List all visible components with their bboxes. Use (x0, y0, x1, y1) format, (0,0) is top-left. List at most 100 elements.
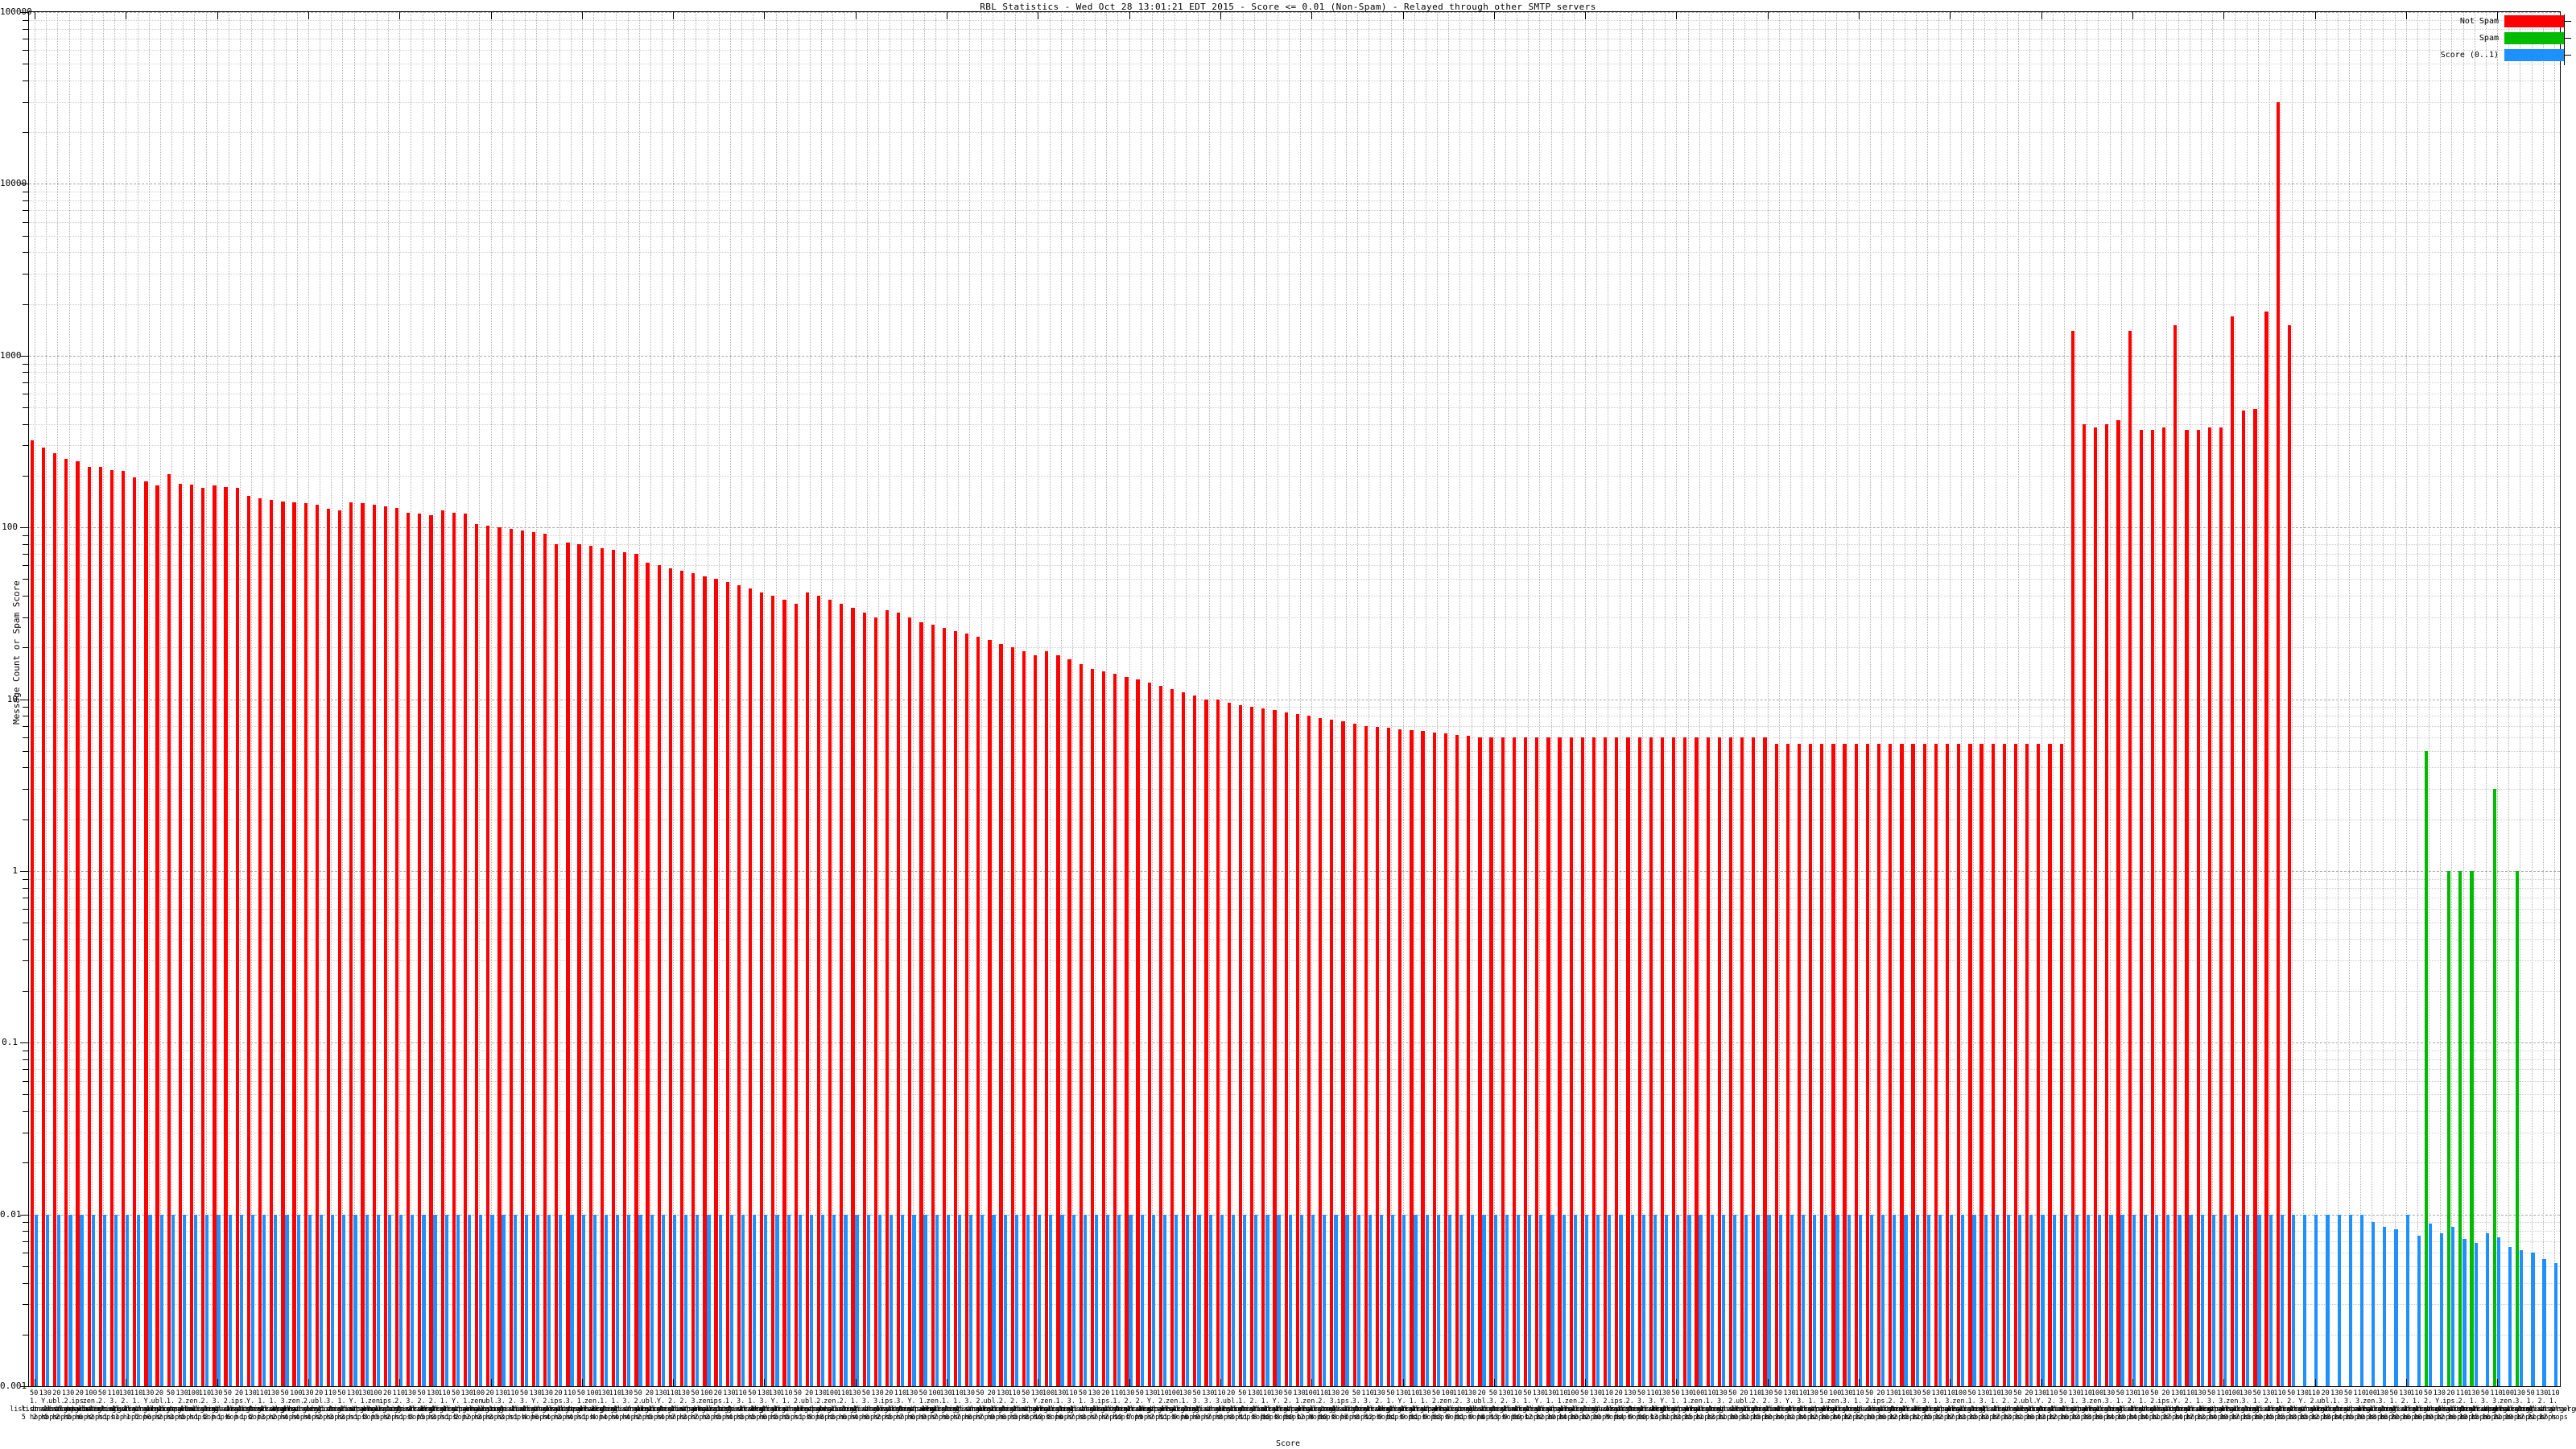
y-tick-label: 0.1 (2, 1037, 18, 1048)
gridline-x (399, 12, 401, 1386)
x-tick-label: 110 1. list.dnswl.org 14 hops (2119, 1389, 2177, 1422)
bar-score (2531, 1252, 2535, 1386)
gridline-x (2029, 12, 2031, 1386)
gridline-y-minor (29, 252, 2560, 254)
gridline-x (1699, 12, 1700, 1386)
gridline-x (1482, 12, 1484, 1386)
gridline-x (718, 12, 720, 1386)
bar-not-spam (178, 483, 183, 1386)
gridline-y-minor (29, 1265, 2560, 1267)
x-tick-label: 50 2. list.dnswl.org 1 hop (203, 1389, 262, 1422)
x-axis-labels: 50 1. list.dnswl.org 5 hops 130 Y. list.d… (10, 1389, 2576, 1439)
gridline-x (2120, 12, 2122, 1386)
x-tick-bottom (1859, 1379, 1860, 1386)
x-tick-label: 130 Y. list.dnswl.org 1 hop (226, 1389, 284, 1422)
x-tick-label: 50 3. list.dnswl.org 13 hops (2187, 1389, 2245, 1422)
bar-not-spam (1854, 743, 1858, 1386)
gridline-x (479, 12, 481, 1386)
bar-score (296, 1214, 300, 1386)
gridline-y-minor (29, 101, 2560, 103)
bar-not-spam (1489, 737, 1493, 1386)
gridline-x (353, 12, 355, 1386)
gridline-x (1778, 12, 1780, 1386)
bar-score (262, 1214, 266, 1386)
x-tick-label: 130 1. list.dnswl.org 11 hops (1400, 1389, 1459, 1422)
bar-score (433, 1214, 437, 1386)
x-tick-bottom (764, 1379, 766, 1386)
gridline-y-minor (29, 372, 2560, 374)
bar-not-spam (543, 533, 547, 1386)
x-tick-label: 130 Y. list.dnswl.org 14 hops (1765, 1389, 1823, 1422)
gridline-y-minor (29, 363, 2560, 365)
bar-not-spam (2174, 325, 2178, 1386)
bar-score (1447, 1214, 1452, 1386)
gridline-x (1265, 12, 1267, 1386)
gridline-x (2497, 12, 2499, 1386)
bar-not-spam (155, 485, 159, 1386)
x-tick-label: 110 3. list.dnswl.org 7 hops (1195, 1389, 1253, 1422)
bar-score (148, 1214, 152, 1386)
gridline-y-minor (29, 887, 2560, 889)
x-tick-label: 100 zen. spamhaus.org 17 hops (1936, 1389, 1986, 1422)
gridline-x (1733, 12, 1735, 1386)
legend-item[interactable]: Score (0..1) (2440, 48, 2572, 62)
gridline-x (1927, 12, 1928, 1386)
x-tick-label: 130 3. list.dnswl.org 15 hops (1959, 1389, 2017, 1422)
bar-score (1653, 1214, 1657, 1386)
y-tick-minor (23, 1265, 28, 1267)
gridline-y-minor (29, 200, 2560, 202)
x-tick-label: 50 2. list.dnswl.org 3 hops (397, 1389, 456, 1422)
bar-not-spam (1238, 705, 1243, 1386)
bar-score (2372, 1222, 2376, 1386)
gridline-x (1984, 12, 1985, 1386)
x-tick-label: 50 2. list.dnswl.org 11 hops (1708, 1389, 1766, 1422)
gridline-x (559, 12, 560, 1386)
bar-not-spam (1079, 663, 1083, 1386)
x-tick-label: 130 2. list.dnswl.org 15 hops (1742, 1389, 1801, 1422)
bar-score (137, 1214, 141, 1386)
bar-not-spam (942, 627, 946, 1386)
x-tick-label: 20 ubl. unsubscore.com 8 hops (1207, 1389, 1265, 1422)
bar-not-spam (281, 501, 285, 1386)
bar-score (627, 1214, 631, 1386)
x-tick-bottom (1676, 1379, 1678, 1386)
bar-not-spam (1352, 723, 1356, 1386)
x-tick-label: 110 2. list.dnswl.org 8 hops (1298, 1389, 1356, 1422)
bar-score (285, 1214, 289, 1386)
x-tick-label: 130 3. list.dnswl.org 12 hops (1571, 1389, 1629, 1422)
bar-not-spam (1227, 703, 1231, 1386)
x-tick-label: 50 1. list.dnswl.org 14 hops (2095, 1389, 2154, 1422)
bar-score (2200, 1214, 2204, 1386)
bar-not-spam (1876, 743, 1881, 1386)
bar-not-spam (303, 503, 308, 1386)
gridline-x (2531, 12, 2533, 1386)
bar-not-spam (1615, 737, 1619, 1386)
y-tick-minor (23, 252, 28, 254)
gridline-x (1847, 12, 1848, 1386)
gridline-x (388, 12, 390, 1386)
bar-score (980, 1214, 985, 1386)
x-tick-label: 50 3. list.dnswl.org 1 hop (500, 1389, 558, 1422)
y-tick-label: 0.01 (0, 1208, 22, 1220)
legend-item[interactable]: Spam (2441, 31, 2572, 45)
y-tick-minor (23, 939, 28, 940)
gridline-x (2166, 12, 2168, 1386)
gridline-y-minor (29, 554, 2560, 555)
x-tick-label: 110 2. list.dnswl.org 2 hops (374, 1389, 432, 1422)
gridline-x (923, 12, 925, 1386)
legend-item[interactable]: Not Spam (2441, 14, 2572, 28)
gridline-y-major (29, 1042, 2560, 1044)
gridline-x (650, 12, 651, 1386)
bar-score (80, 1214, 84, 1386)
gridline-x (627, 12, 629, 1386)
y-tick-label: 100 (2, 522, 18, 533)
x-tick-label: 110 2. list.dnswl.org 12 hops (1879, 1389, 1938, 1422)
bar-score (2154, 1214, 2159, 1386)
bar-not-spam (1501, 737, 1505, 1386)
bar-score (1926, 1214, 1930, 1386)
x-tick-label: 50 1. list.dnswl.org 11 hops (1651, 1389, 1710, 1422)
gridline-y-minor (29, 1111, 2560, 1113)
x-tick-top (1859, 12, 1860, 19)
x-tick-bottom (2405, 1379, 2407, 1386)
legend-label: Score (0..1) (2440, 51, 2499, 60)
